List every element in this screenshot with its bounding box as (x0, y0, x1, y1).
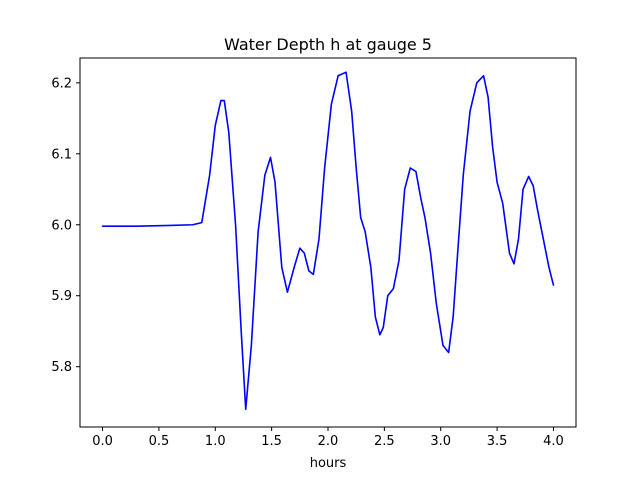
x-tick-label: 1.5 (261, 434, 282, 449)
chart-title: Water Depth h at gauge 5 (224, 35, 432, 54)
x-tick-label: 4.0 (543, 434, 564, 449)
y-tick-label: 6.1 (51, 147, 72, 162)
x-tick-label: 0.5 (149, 434, 170, 449)
plot-area (101, 71, 555, 411)
x-tick-label: 3.5 (487, 434, 508, 449)
x-tick-label: 0.0 (92, 434, 113, 449)
series-line-0 (101, 71, 555, 411)
y-tick-label: 5.9 (51, 289, 72, 304)
x-tick-label: 2.5 (374, 434, 395, 449)
y-tick-label: 5.8 (51, 360, 72, 375)
y-axis: 5.8 5.9 6.0 6.1 6.2 (51, 76, 80, 375)
x-tick-label: 3.0 (430, 434, 451, 449)
x-tick-label: 2.0 (318, 434, 339, 449)
x-axis-label: hours (310, 456, 347, 471)
y-tick-label: 6.0 (51, 218, 72, 233)
y-tick-label: 6.2 (51, 76, 72, 91)
x-tick-label: 1.0 (205, 434, 226, 449)
x-axis: 0.0 0.5 1.0 1.5 2.0 2.5 3.0 3.5 4.0 (92, 427, 564, 449)
